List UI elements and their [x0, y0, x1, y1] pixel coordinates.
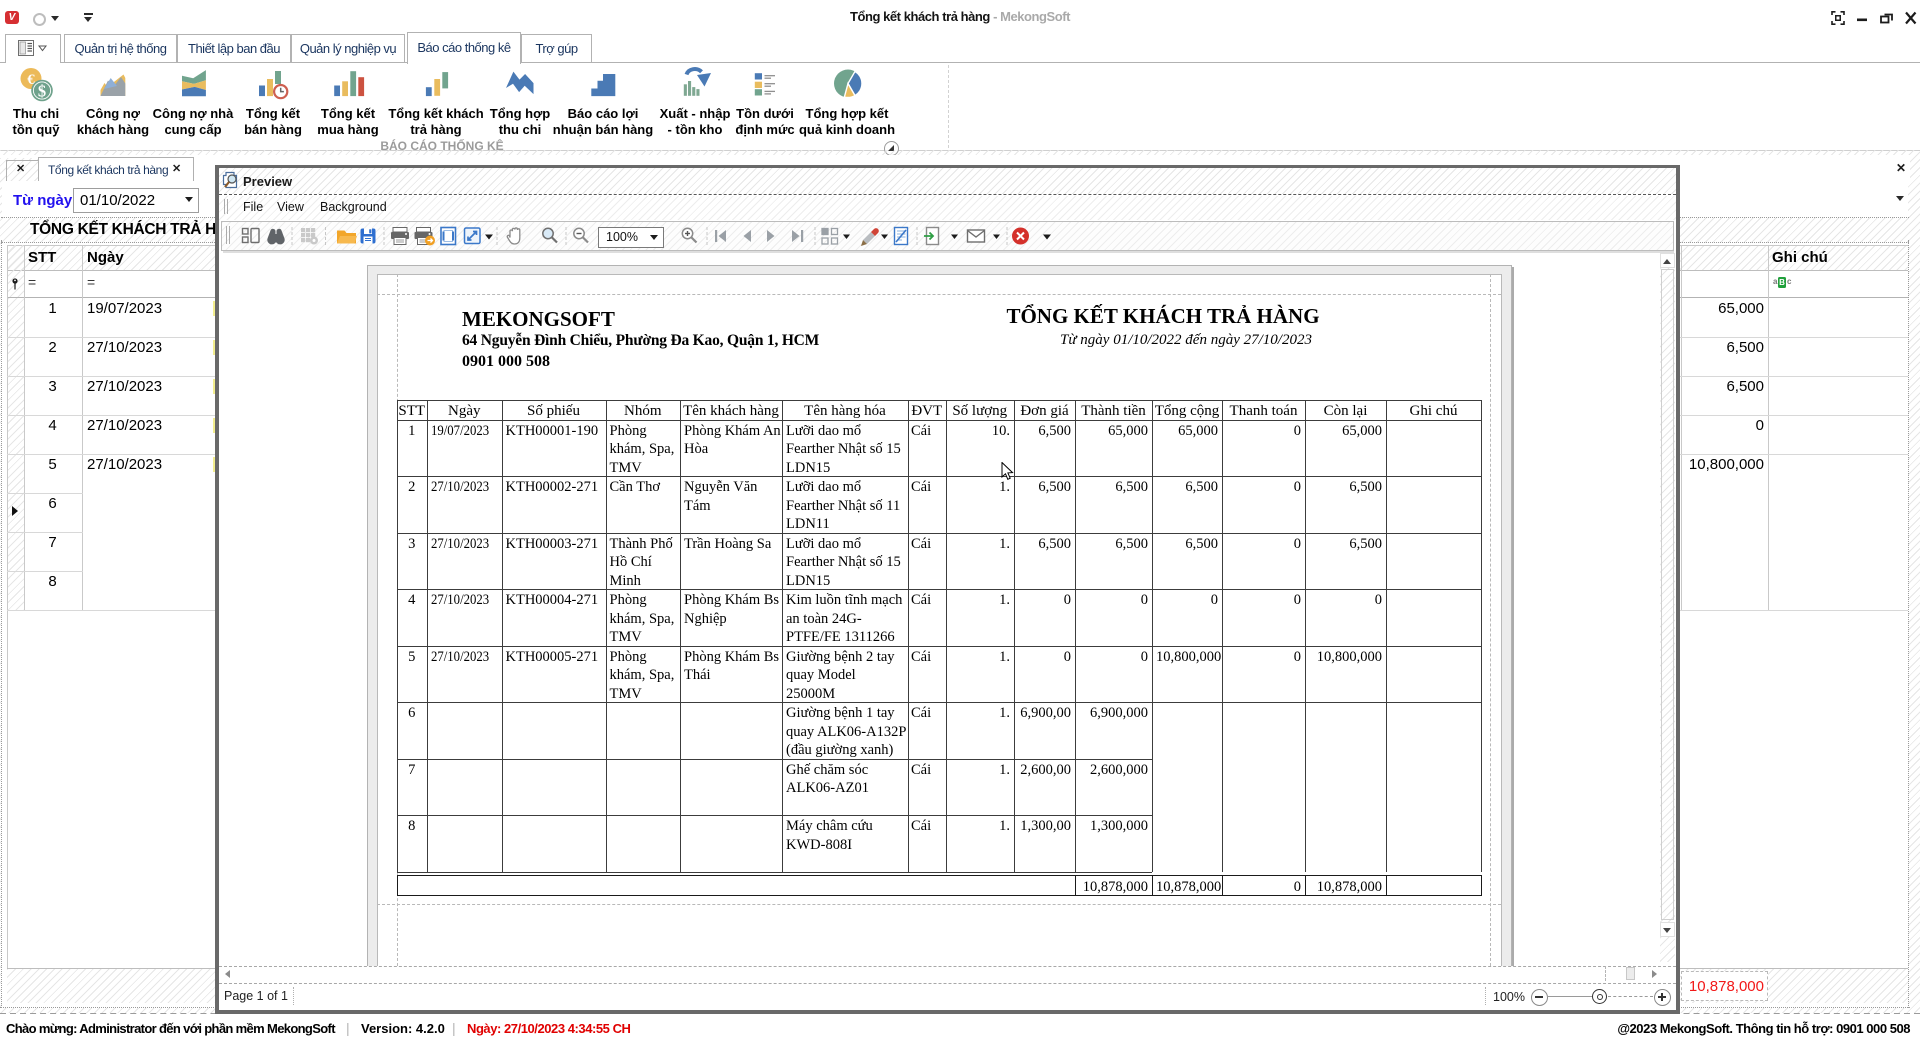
svg-text:€: € [27, 72, 35, 88]
svg-text:$: $ [38, 82, 46, 101]
